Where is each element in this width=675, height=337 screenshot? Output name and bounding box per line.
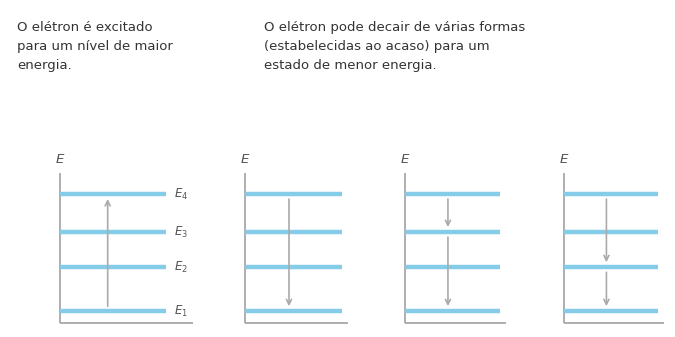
Text: $E_1$: $E_1$ bbox=[173, 304, 188, 319]
Text: $E$: $E$ bbox=[559, 153, 570, 166]
Text: $E$: $E$ bbox=[240, 153, 250, 166]
Text: O elétron é excitado
para um nível de maior
energia.: O elétron é excitado para um nível de ma… bbox=[17, 21, 173, 72]
Text: $E_3$: $E_3$ bbox=[173, 224, 188, 240]
Text: $E_2$: $E_2$ bbox=[173, 260, 188, 275]
Text: $E$: $E$ bbox=[400, 153, 410, 166]
Text: $E_4$: $E_4$ bbox=[173, 186, 188, 202]
Text: $E$: $E$ bbox=[55, 153, 65, 166]
Text: O elétron pode decair de várias formas
(estabelecidas ao acaso) para um
estado d: O elétron pode decair de várias formas (… bbox=[263, 21, 524, 72]
